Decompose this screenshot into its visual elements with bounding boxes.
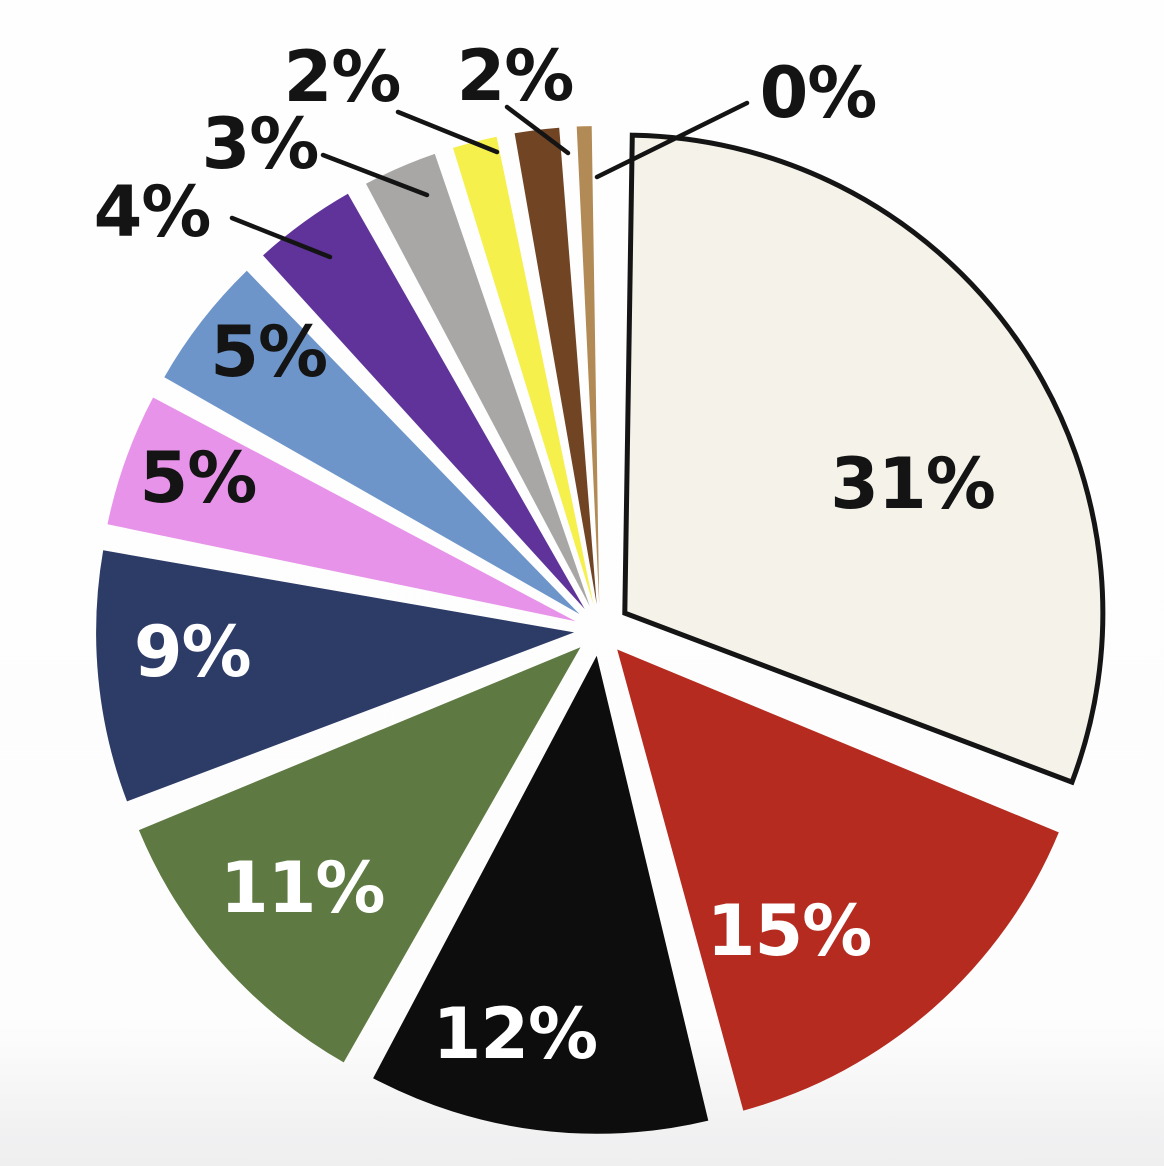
- slice-label-brown: 2%: [456, 35, 575, 117]
- slice-label-purple: 4%: [93, 171, 212, 253]
- leader-line-yellow: [395, 109, 500, 155]
- pie-slice-light-blue: [164, 270, 580, 615]
- pie-slice-yellow: [453, 136, 594, 605]
- pie-slice-red: [617, 649, 1059, 1111]
- pie-slice-olive-green: [138, 647, 581, 1063]
- pie-slice-cream: [622, 132, 1106, 786]
- pie-slice-brown: [514, 127, 597, 605]
- slice-label-gray: 3%: [201, 103, 320, 185]
- slice-label-olive-green: 11%: [220, 847, 386, 930]
- slice-label-cream: 31%: [830, 442, 996, 525]
- slice-label-yellow: 2%: [283, 36, 402, 118]
- pie-slice-pink: [107, 397, 576, 622]
- leader-line-brown: [504, 104, 571, 156]
- leader-line-tan: [594, 100, 750, 180]
- pie-slice-navy: [96, 550, 575, 802]
- slice-label-tan: 0%: [759, 52, 878, 134]
- slice-label-light-blue: 5%: [210, 311, 328, 394]
- slice-label-navy: 9%: [133, 611, 252, 694]
- leader-line-purple: [229, 215, 333, 260]
- slice-label-black: 12%: [432, 993, 599, 1076]
- slice-label-pink: 5%: [139, 436, 258, 519]
- leader-line-gray: [320, 152, 430, 198]
- slice-label-red: 15%: [706, 890, 873, 973]
- pie-slice-tan: [576, 126, 600, 604]
- pie-slice-black: [373, 655, 709, 1134]
- pie-slice-gray: [366, 153, 590, 607]
- pie-slice-purple: [263, 193, 585, 610]
